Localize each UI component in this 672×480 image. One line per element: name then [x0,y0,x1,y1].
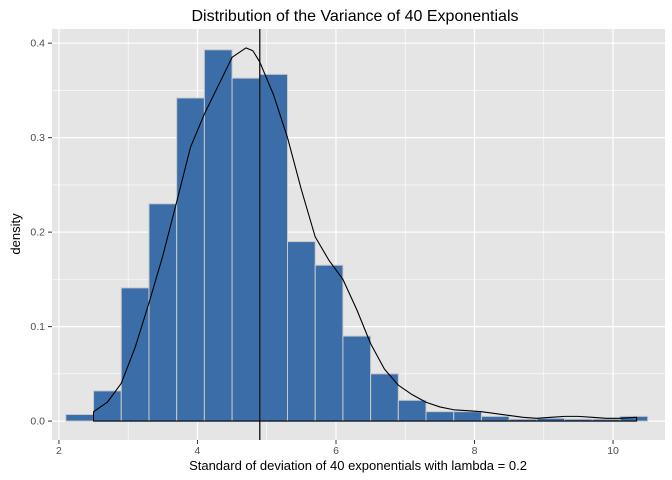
y-tick-label: 0.1 [30,321,45,333]
x-axis: 2 4 6 8 10 [56,440,619,457]
y-tick-label: 0.0 [30,416,45,428]
histogram-bar [453,411,482,422]
histogram-bar [120,287,150,422]
histogram-bar [480,415,510,422]
x-tick-label: 6 [333,445,339,457]
histogram-bar [65,413,95,422]
y-axis: 0.0 0.1 0.2 0.3 0.4 [30,38,52,428]
x-tick-label: 2 [56,445,62,457]
histogram-bar [148,203,178,422]
y-tick-label: 0.4 [30,38,45,50]
histogram-bars [65,49,649,422]
x-tick-label: 4 [195,445,201,457]
density-curve [93,47,638,422]
x-tick-label: 8 [472,445,478,457]
chart-title: Distribution of the Variance of 40 Expon… [191,8,518,25]
histogram-bar [425,411,455,422]
histogram-bar [176,97,205,422]
histogram-bar [287,241,316,422]
histogram-bar [342,335,372,422]
histogram-bar [314,264,344,422]
histogram-bar [397,399,427,422]
y-tick-label: 0.3 [30,132,45,144]
y-tick-label: 0.2 [30,227,45,239]
density-layer [93,29,638,440]
y-axis-title: density [8,213,23,255]
x-tick-label: 10 [607,445,619,457]
histogram-bar [93,390,122,422]
histogram-bar [231,77,261,422]
histogram-bar [203,49,233,422]
x-axis-title: Standard of deviation of 40 exponentials… [189,458,527,473]
